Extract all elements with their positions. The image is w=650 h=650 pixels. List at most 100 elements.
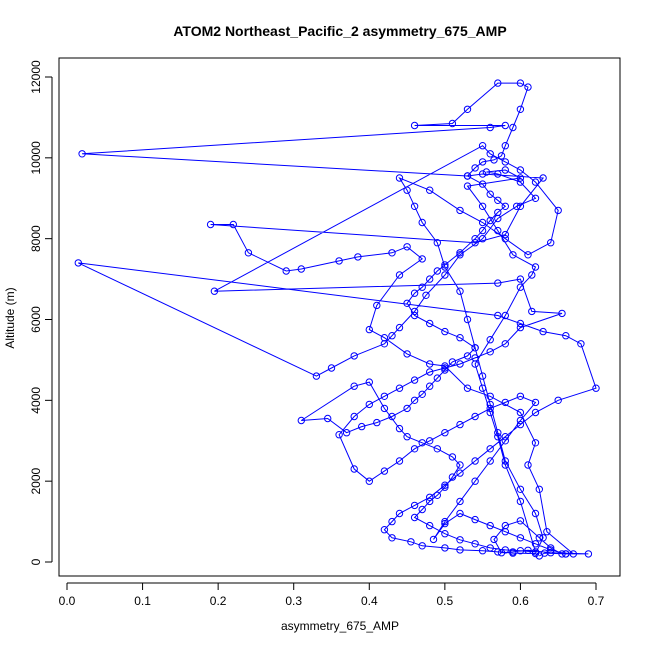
data-point (433, 267, 441, 275)
data-point (494, 79, 502, 87)
plot-frame (58, 57, 621, 577)
data-point (206, 220, 215, 229)
data-point (373, 301, 381, 310)
data-point (547, 239, 555, 247)
data-point (388, 332, 396, 340)
data-point (463, 315, 472, 324)
data-point (456, 461, 464, 469)
data-point (463, 172, 472, 180)
data-point (335, 257, 343, 265)
data-point (78, 150, 86, 158)
data-point (528, 307, 536, 316)
data-point (410, 501, 419, 510)
data-point (547, 546, 555, 554)
x-axis-ticks: 0.0 0.1 0.2 0.3 0.4 0.5 0.6 0.7 (59, 583, 605, 608)
data-point (539, 327, 547, 336)
data-point (456, 287, 464, 295)
data-point (403, 404, 411, 413)
x-tick-label: 0.2 (210, 594, 227, 608)
data-point (494, 548, 502, 556)
data-point (410, 289, 419, 297)
data-point (516, 275, 525, 283)
data-point (354, 253, 362, 261)
data-point (410, 121, 419, 130)
data-point (365, 325, 373, 334)
data-point (577, 340, 585, 348)
data-point (486, 150, 494, 158)
data-point (244, 249, 253, 257)
data-point (426, 368, 434, 376)
data-point (418, 439, 426, 447)
data-point (509, 123, 517, 132)
x-tick-label: 0.4 (361, 594, 378, 608)
data-point (388, 412, 396, 421)
data-point (516, 547, 525, 555)
data-point (426, 437, 434, 445)
chart-title: ATOM2 Northeast_Pacific_2 asymmetry_675_… (173, 23, 506, 39)
data-point (471, 344, 479, 352)
data-point (350, 412, 358, 421)
data-point (486, 123, 494, 132)
y-tick-label: 12000 (29, 60, 43, 94)
data-point (418, 542, 426, 550)
data-point (418, 283, 426, 291)
data-point (494, 429, 502, 437)
data-point (478, 226, 487, 235)
x-tick-label: 0.3 (285, 594, 302, 608)
data-point (516, 497, 525, 506)
y-tick-label: 0 (29, 558, 43, 565)
data-point (478, 142, 487, 150)
data-point (448, 119, 457, 128)
data-point (441, 544, 449, 552)
data-point (592, 384, 600, 392)
data-point (516, 420, 525, 429)
data-point (441, 271, 449, 279)
data-point (516, 178, 525, 186)
data-point (426, 275, 434, 283)
data-point (501, 528, 509, 536)
data-point (448, 453, 457, 461)
x-tick-label: 0.5 (437, 594, 454, 608)
series-layer (74, 79, 600, 560)
data-point (441, 519, 449, 528)
data-point (516, 105, 525, 114)
data-point (471, 239, 479, 247)
data-point (528, 271, 536, 279)
data-point (388, 534, 396, 542)
data-point (501, 546, 509, 554)
data-point (471, 412, 479, 421)
data-point (403, 186, 411, 194)
data-point (516, 202, 525, 211)
data-point (358, 422, 366, 431)
data-point (456, 509, 464, 518)
data-point (350, 382, 358, 390)
data-point (531, 398, 540, 407)
data-point (501, 158, 509, 166)
data-point (547, 544, 555, 552)
data-point (543, 528, 551, 536)
data-point (501, 142, 509, 150)
data-point (456, 546, 464, 554)
data-point (403, 433, 411, 441)
data-point (501, 235, 509, 243)
data-point (463, 384, 472, 392)
data-point (456, 334, 464, 342)
data-point (524, 546, 532, 554)
data-point (539, 174, 547, 182)
data-point (501, 461, 509, 469)
data-point (380, 526, 389, 534)
data-point (501, 398, 509, 407)
data-point (426, 382, 434, 390)
data-point (494, 196, 502, 205)
data-point (531, 439, 540, 447)
data-point (516, 416, 525, 425)
data-point (456, 206, 464, 215)
data-point (327, 364, 336, 372)
y-tick-label: 4000 (29, 387, 43, 414)
data-point (456, 249, 464, 257)
data-point (395, 384, 404, 392)
data-point (513, 202, 521, 211)
data-point (373, 418, 381, 427)
data-point (395, 323, 404, 332)
